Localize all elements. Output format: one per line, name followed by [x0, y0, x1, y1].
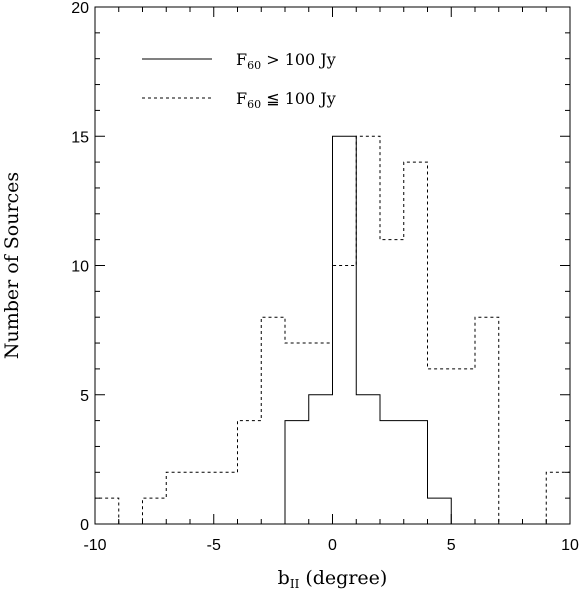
bar-faint--5.5: [190, 472, 214, 524]
bar-bright--0.5: [309, 395, 333, 524]
bar-faint--1.5: [285, 343, 309, 524]
y-tick-label: 5: [80, 388, 89, 405]
x-tick-label: 10: [561, 537, 579, 554]
bar-faint-6.5: [475, 317, 499, 524]
bar-faint--3.5: [238, 421, 262, 524]
y-tick-label: 10: [71, 259, 89, 276]
bar-faint--4.5: [214, 472, 238, 524]
bar-bright-4.5: [428, 498, 452, 524]
legend-label: F60 > 100 Jy: [236, 50, 336, 72]
bar-faint-1.5: [356, 136, 380, 524]
bar-faint-0.5: [333, 266, 357, 525]
bar-bright-0.5: [333, 136, 357, 524]
bar-faint--9.5: [95, 498, 119, 524]
plot-area: [94, 135, 571, 525]
x-tick-label: -10: [83, 537, 106, 554]
bar-faint-5.5: [451, 369, 475, 524]
x-tick-label: 5: [447, 537, 456, 554]
bar-bright-3.5: [404, 421, 428, 524]
bar-faint--0.5: [309, 343, 333, 524]
bar-faint-2.5: [380, 240, 404, 524]
bar-bright--1.5: [285, 421, 309, 524]
x-axis-label: bII (degree): [278, 567, 388, 589]
bar-faint--2.5: [261, 317, 285, 524]
y-tick-label: 20: [71, 0, 89, 17]
y-tick-label: 15: [71, 129, 89, 146]
bar-faint--6.5: [166, 472, 190, 524]
bar-bright-1.5: [356, 395, 380, 524]
series-dashed-line: [94, 135, 571, 525]
y-axis-label: Number of Sources: [1, 172, 23, 359]
bar-faint--7.5: [143, 498, 167, 524]
x-tick-label: 0: [328, 537, 337, 554]
legend: F60 > 100 Jy F60 ≦ 100 Jy: [142, 50, 336, 111]
y-tick-label: 0: [80, 517, 89, 534]
bar-faint-3.5: [404, 162, 428, 524]
bar-bright-2.5: [380, 421, 404, 524]
axes: [94, 6, 571, 525]
x-tick-label: -5: [207, 537, 221, 554]
legend-label: F60 ≦ 100 Jy: [236, 89, 336, 111]
bar-faint-4.5: [428, 369, 452, 524]
